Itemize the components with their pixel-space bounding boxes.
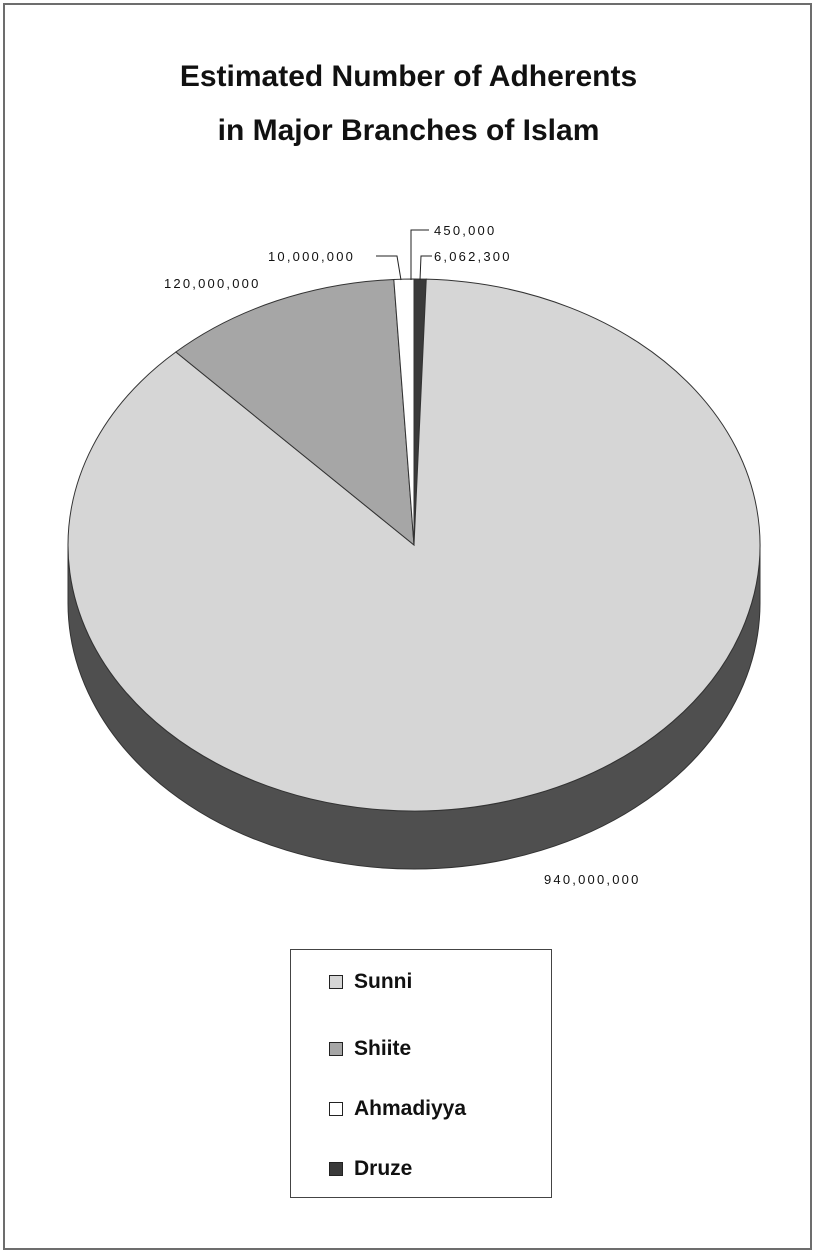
legend-label-shiite: Shiite <box>354 1037 412 1060</box>
legend-item-druze: Druze <box>329 1157 412 1181</box>
legend-swatch-ahmadiyya <box>329 1102 343 1116</box>
data-label-sunni: 940,000,000 <box>544 872 641 887</box>
legend: Sunni Shiite Ahmadiyya Druze <box>290 949 552 1198</box>
legend-label-ahmadiyya: Ahmadiyya <box>354 1097 467 1120</box>
legend-item-sunni: Sunni <box>329 970 412 994</box>
data-label-extra: 450,000 <box>434 223 496 238</box>
legend-item-shiite: Shiite <box>329 1037 411 1061</box>
leader-line-druze <box>419 255 432 281</box>
legend-swatch-shiite <box>329 1042 343 1056</box>
data-label-shiite: 120,000,000 <box>164 276 261 291</box>
data-label-druze: 6,062,300 <box>434 249 512 264</box>
legend-item-ahmadiyya: Ahmadiyya <box>329 1097 466 1121</box>
legend-label-sunni: Sunni <box>354 970 413 993</box>
chart-title-line1: Estimated Number of Adherents <box>179 60 638 93</box>
leader-line-ahmadiyya <box>376 255 402 281</box>
legend-swatch-druze <box>329 1162 343 1176</box>
legend-swatch-sunni <box>329 975 343 989</box>
chart-frame <box>3 3 812 1250</box>
data-label-ahmadiyya: 10,000,000 <box>268 249 355 264</box>
pie-slice-shiite <box>175 278 415 547</box>
chart-title-line2: in Major Branches of Islam <box>217 114 600 147</box>
legend-label-druze: Druze <box>354 1157 413 1180</box>
leader-line-extra <box>410 229 429 280</box>
pie-slice-ahmadiyya <box>393 278 415 546</box>
